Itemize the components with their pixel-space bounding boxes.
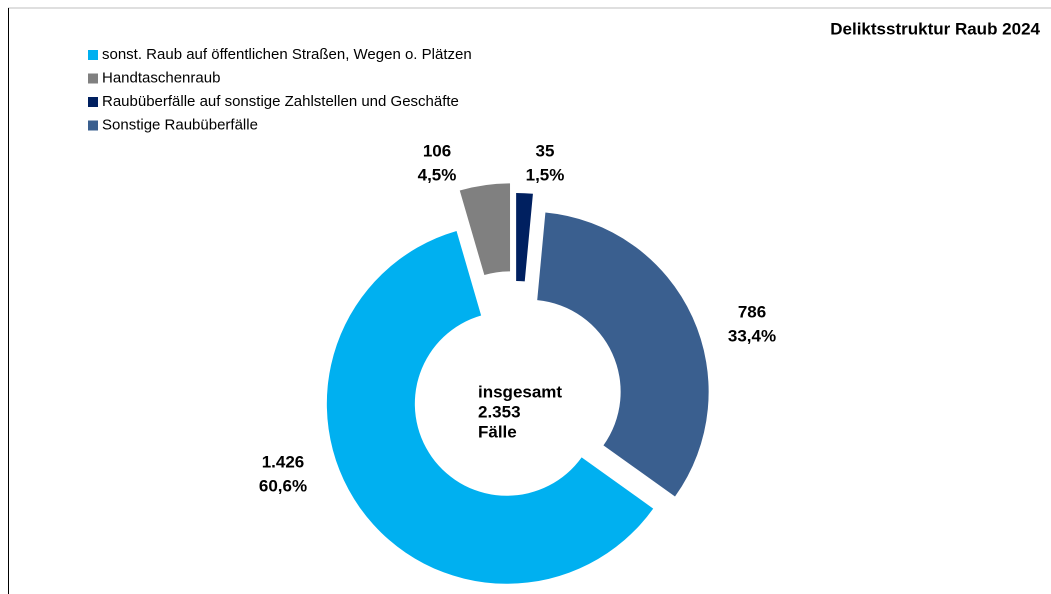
center-text: 2.353 bbox=[478, 402, 521, 421]
slice bbox=[537, 212, 709, 497]
data-label: 4,5% bbox=[418, 165, 457, 184]
chart-title: Deliktsstruktur Raub 2024 bbox=[830, 19, 1040, 38]
legend-swatch bbox=[88, 97, 98, 107]
center-text: insgesamt bbox=[478, 382, 562, 401]
data-label: 35 bbox=[536, 141, 555, 160]
legend-swatch bbox=[88, 120, 98, 131]
center-text: Fälle bbox=[478, 422, 517, 441]
legend-label: Raubüberfälle auf sonstige Zahlstellen u… bbox=[102, 93, 459, 110]
data-label: 33,4% bbox=[728, 326, 776, 345]
data-label: 106 bbox=[423, 141, 451, 160]
data-label: 1,5% bbox=[526, 165, 565, 184]
legend-label: sonst. Raub auf öffentlichen Straßen, We… bbox=[102, 46, 472, 63]
legend-label: Sonstige Raubüberfälle bbox=[102, 116, 258, 133]
slice bbox=[459, 183, 511, 276]
legend-swatch bbox=[88, 50, 98, 60]
data-label: 786 bbox=[738, 302, 766, 321]
slice bbox=[516, 193, 533, 282]
data-label: 1.426 bbox=[262, 452, 305, 471]
legend-label: Handtaschenraub bbox=[102, 69, 220, 86]
slice bbox=[326, 230, 654, 584]
data-label: 60,6% bbox=[259, 476, 307, 495]
legend-swatch bbox=[88, 73, 98, 84]
